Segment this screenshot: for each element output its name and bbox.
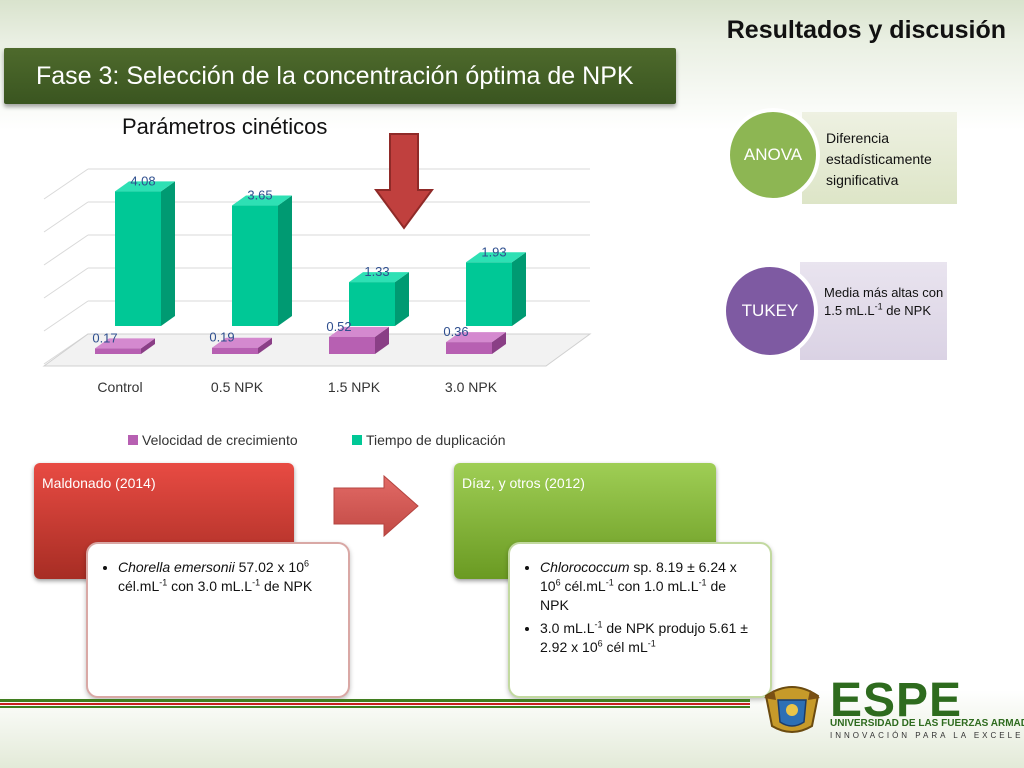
bar-tiempo-duplicacion-side (512, 252, 526, 326)
diaz-note: Chlorococcum sp. 8.19 ± 6.24 x 106 cél.m… (508, 542, 772, 698)
gridline (43, 267, 89, 299)
legend-swatch (128, 435, 138, 445)
tukey-circle: TUKEY (722, 263, 818, 359)
tukey-text: Media más altas con 1.5 mL.L-1 de NPK (824, 285, 944, 318)
bar-tiempo-duplicacion (466, 262, 512, 326)
bar-velocidad-crecimiento-side (375, 326, 389, 354)
x-tick-label: 0.5 NPK (211, 379, 264, 395)
reference-label-maldonado: Maldonado (2014) (42, 475, 156, 491)
bar-velocidad-crecimiento (446, 342, 492, 354)
footer-stripe (0, 703, 750, 705)
bar-velocidad-crecimiento-top (446, 332, 506, 343)
gridline (43, 201, 89, 233)
bar-velocidad-crecimiento-top (212, 337, 272, 348)
data-label-tiempo: 3.65 (247, 188, 272, 203)
bar-tiempo-duplicacion (349, 282, 395, 326)
bar-velocidad-crecimiento (329, 336, 375, 354)
bar-tiempo-duplicacion-top (349, 272, 409, 283)
bar-tiempo-duplicacion-side (395, 272, 409, 326)
chart-title: Parámetros cinéticos (122, 114, 328, 139)
footer-stripe (0, 706, 750, 708)
data-label-tiempo: 1.93 (481, 244, 506, 259)
down-arrow-icon (374, 133, 434, 230)
bar-tiempo-duplicacion-side (278, 195, 292, 326)
data-label-velocidad: 0.52 (326, 319, 351, 334)
section-banner (4, 48, 676, 104)
data-label-velocidad: 0.17 (92, 330, 117, 345)
x-tick-label: 1.5 NPK (328, 379, 381, 395)
bar-tiempo-duplicacion-top (232, 195, 292, 206)
data-label-velocidad: 0.19 (209, 330, 234, 345)
bar-velocidad-crecimiento-side (258, 337, 272, 354)
legend-label: Tiempo de duplicación (366, 432, 506, 448)
diaz-bullet-2: 3.0 mL.L-1 de NPK produjo 5.61 ± 2.92 x … (540, 619, 756, 657)
legend-swatch (352, 435, 362, 445)
university-name: UNIVERSIDAD DE LAS FUERZAS ARMADAS (830, 718, 1024, 729)
bar-tiempo-duplicacion (232, 205, 278, 326)
reference-label-diaz: Díaz, y otros (2012) (462, 475, 585, 491)
data-label-velocidad: 0.36 (443, 324, 468, 339)
kinetic-parameters-chart: 4.08 0.17 Control 3.65 0.19 0.5 NPK 1.33 0.52 1.… (42, 133, 592, 448)
bar-velocidad-crecimiento-side (141, 338, 155, 354)
bar-tiempo-duplicacion-side (161, 181, 175, 326)
tukey-card (800, 262, 947, 360)
slide-title: Resultados y discusión (726, 16, 1006, 44)
diaz-bullet-1: Chlorococcum sp. 8.19 ± 6.24 x 106 cél.m… (540, 558, 756, 615)
data-label-tiempo: 4.08 (130, 173, 155, 188)
gridline (43, 300, 89, 332)
footer-stripe (0, 699, 750, 702)
anova-circle: ANOVA (726, 108, 820, 202)
anova-text: Diferencia estadísticamente significativ… (826, 130, 932, 188)
university-tagline: INNOVACIÓN PARA LA EXCELENCIA (830, 731, 1024, 740)
bar-tiempo-duplicacion-top (115, 181, 175, 192)
espe-emblem-icon (764, 686, 820, 733)
legend-label: Velocidad de crecimiento (142, 432, 298, 448)
espe-wordmark: ESPE (830, 674, 963, 727)
maldonado-note: Chorella emersonii 57.02 x 106 cél.mL-1 … (86, 542, 350, 698)
anova-card (802, 112, 957, 204)
gridline (43, 234, 89, 266)
x-tick-label: Control (97, 379, 142, 395)
maldonado-bullet: Chorella emersonii 57.02 x 106 cél.mL-1 … (118, 558, 334, 596)
bar-tiempo-duplicacion-top (466, 252, 526, 263)
bar-velocidad-crecimiento (212, 347, 258, 354)
right-arrow-icon (333, 474, 419, 538)
bar-velocidad-crecimiento-top (329, 326, 389, 337)
bar-velocidad-crecimiento-side (492, 332, 506, 354)
bar-velocidad-crecimiento-top (95, 338, 155, 349)
bar-velocidad-crecimiento (95, 348, 141, 354)
banner-title: Fase 3: Selección de la concentración óp… (36, 62, 634, 90)
x-tick-label: 3.0 NPK (445, 379, 498, 395)
gridline (43, 168, 89, 200)
data-label-tiempo: 1.33 (364, 264, 389, 279)
bar-tiempo-duplicacion (115, 191, 161, 326)
